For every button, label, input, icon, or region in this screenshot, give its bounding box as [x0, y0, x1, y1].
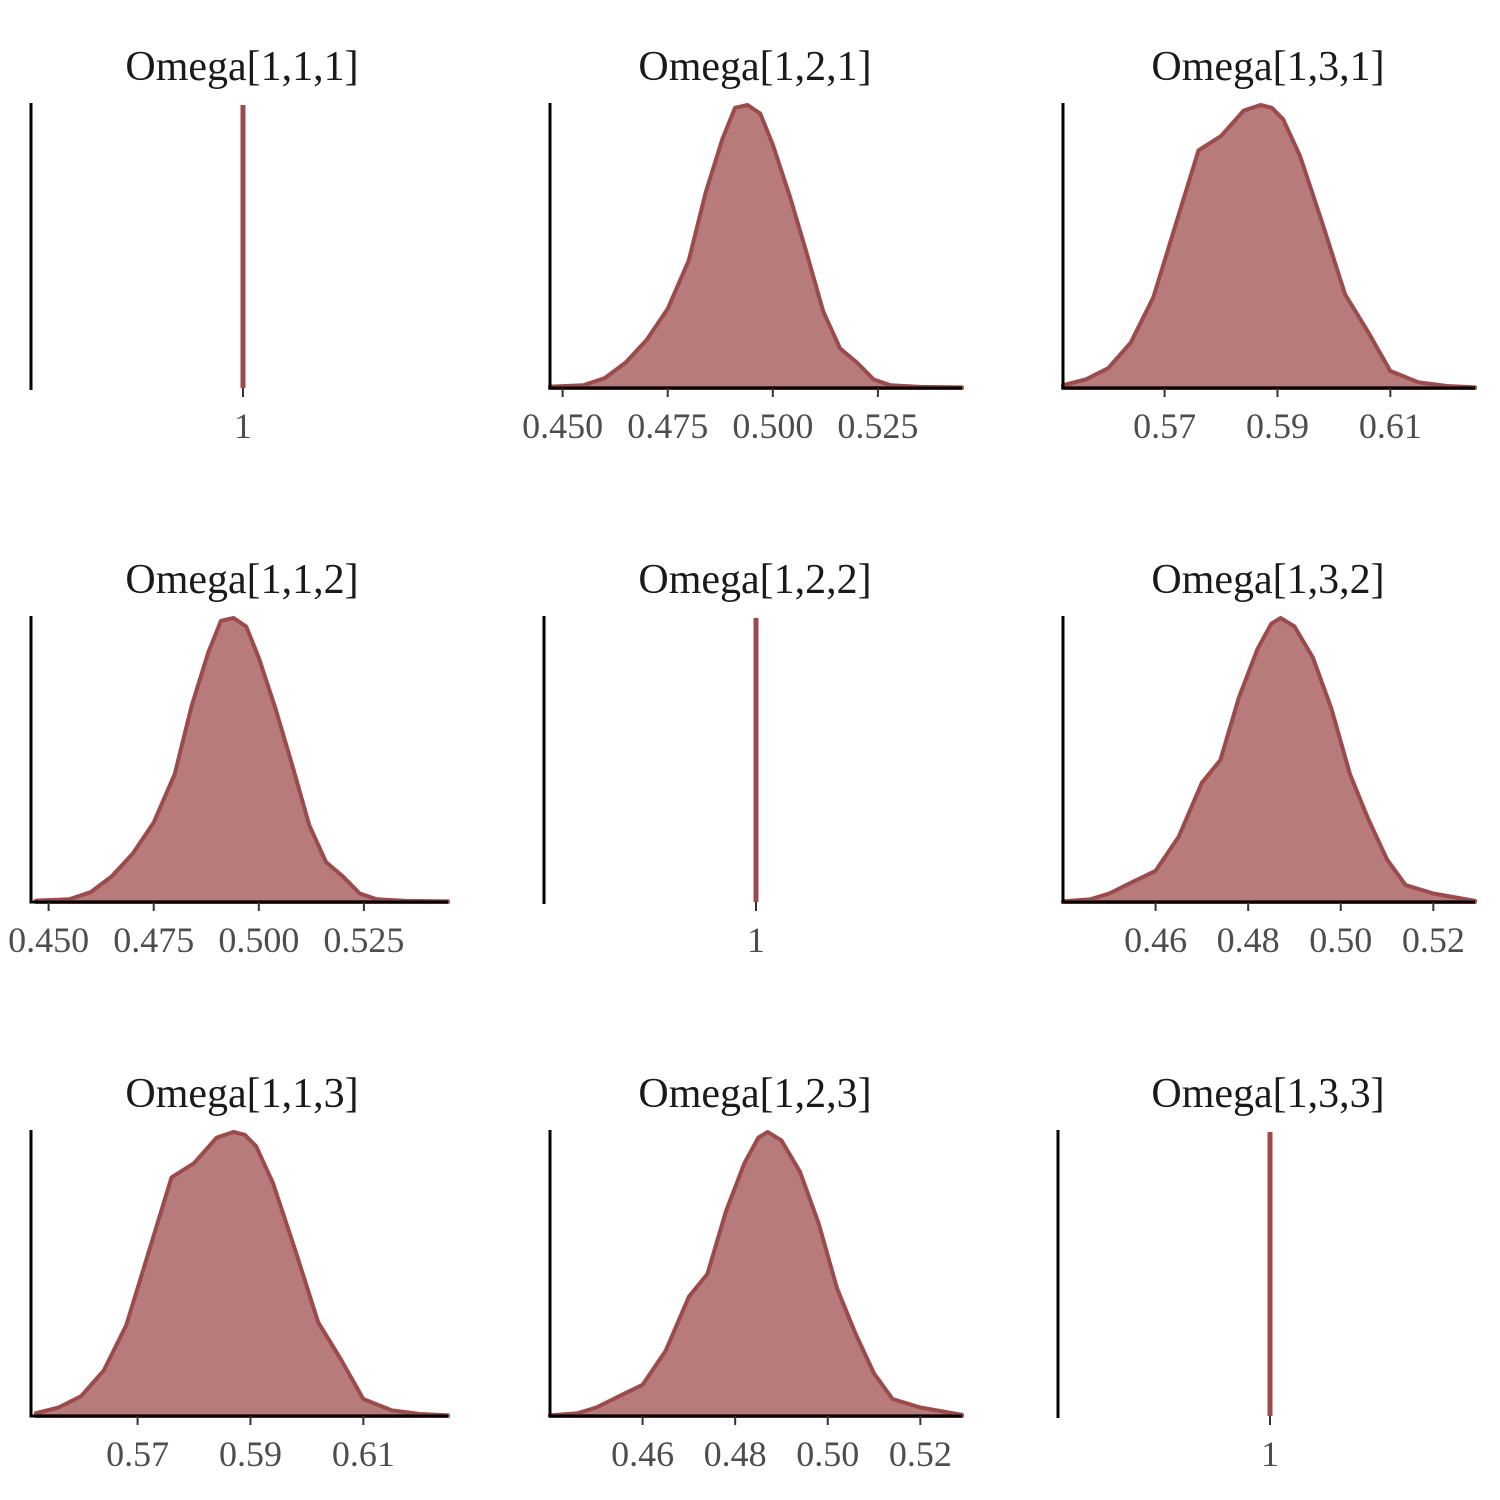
x-tick-label: 0.59: [1246, 406, 1309, 446]
density-area: [1061, 616, 1477, 904]
x-tick-label: 0.61: [332, 1434, 395, 1474]
panel-3: Omega[1,3,1] 0.57 0.59 0.61: [1061, 44, 1477, 446]
x-tick-label: 0.475: [627, 406, 708, 446]
x-tick-label: 0.500: [218, 920, 299, 960]
x-tick-label: 0.50: [1309, 920, 1372, 960]
density-area: [1061, 103, 1477, 390]
x-tick-label: 0.46: [1124, 920, 1187, 960]
panel-title: Omega[1,1,1]: [125, 44, 358, 90]
x-tick-label: 0.57: [106, 1434, 169, 1474]
panel-6: Omega[1,3,2] 0.46 0.48 0.50 0.52: [1061, 557, 1477, 960]
panel-5: Omega[1,2,2] 1: [542, 557, 872, 960]
panel-8: Omega[1,2,3] 0.46 0.48 0.50 0.52: [548, 1071, 964, 1474]
panel-title: Omega[1,1,3]: [125, 1071, 358, 1117]
x-tick-label: 0.450: [8, 920, 89, 960]
x-tick-label: 0.50: [796, 1434, 859, 1474]
x-tick-label: 0.48: [1217, 920, 1280, 960]
panel-title: Omega[1,2,1]: [638, 44, 871, 90]
x-tick-label: 0.525: [837, 406, 918, 446]
x-tick-label: 0.61: [1359, 406, 1422, 446]
panel-7: Omega[1,1,3] 0.57 0.59 0.61: [29, 1071, 450, 1474]
panel-2: Omega[1,2,1] 0.450 0.475 0.500 0.525: [522, 44, 964, 446]
x-tick-label: 0.48: [704, 1434, 767, 1474]
x-tick-label: 1: [1261, 1434, 1279, 1474]
panel-title: Omega[1,1,2]: [125, 557, 358, 603]
x-tick-label: 0.475: [113, 920, 194, 960]
panel-title: Omega[1,3,2]: [1151, 557, 1384, 603]
x-tick-label: 1: [234, 406, 252, 446]
x-tick-label: 1: [747, 920, 765, 960]
x-tick-label: 0.59: [219, 1434, 282, 1474]
x-tick-label: 0.52: [889, 1434, 952, 1474]
panel-title: Omega[1,3,3]: [1151, 1071, 1384, 1117]
x-tick-label: 0.500: [732, 406, 813, 446]
panel-title: Omega[1,2,3]: [638, 1071, 871, 1117]
x-tick-label: 0.52: [1402, 920, 1465, 960]
panel-title: Omega[1,3,1]: [1151, 44, 1384, 90]
density-area: [548, 103, 964, 390]
density-area: [548, 1130, 964, 1418]
density-area: [34, 1130, 450, 1418]
density-area: [34, 616, 450, 904]
panel-4: Omega[1,1,2] 0.450 0.475 0.500 0.525: [8, 557, 450, 960]
panel-1: Omega[1,1,1] 1: [29, 44, 359, 446]
x-tick-label: 0.525: [323, 920, 404, 960]
x-tick-label: 0.57: [1133, 406, 1196, 446]
x-tick-label: 0.46: [611, 1434, 674, 1474]
panel-9: Omega[1,3,3] 1: [1056, 1071, 1385, 1474]
panel-title: Omega[1,2,2]: [638, 557, 871, 603]
x-tick-label: 0.450: [522, 406, 603, 446]
